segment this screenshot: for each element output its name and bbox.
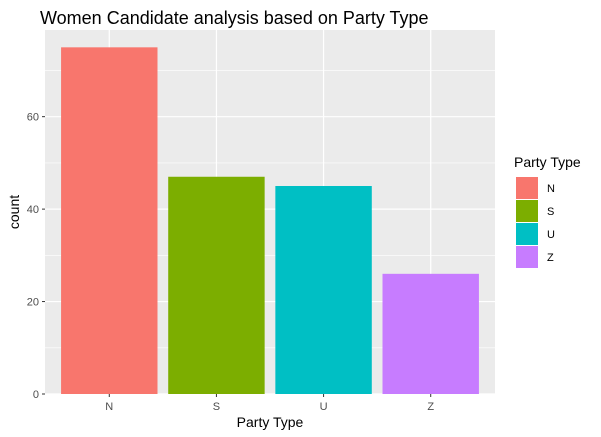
legend-label-Z: Z [547, 252, 554, 264]
legend-label-N: N [547, 183, 555, 195]
y-tick-label: 20 [27, 297, 39, 309]
x-tick-label: S [213, 401, 220, 413]
x-axis-title: Party Type [237, 414, 304, 430]
legend-key-N [516, 177, 538, 199]
bar-U [275, 186, 372, 394]
y-axis-ticks: 0 20 40 60 [27, 112, 45, 401]
y-axis-title: count [6, 195, 22, 229]
y-tick-label: 60 [27, 112, 39, 124]
bars [61, 47, 479, 394]
x-tick-label: U [320, 401, 328, 413]
legend-label-U: U [547, 229, 555, 241]
x-tick-label: N [105, 401, 113, 413]
legend-key-U [516, 223, 538, 245]
legend-key-S [516, 200, 538, 222]
bar-N [61, 47, 158, 394]
y-tick-label: 40 [27, 204, 39, 216]
chart-title: Women Candidate analysis based on Party … [40, 8, 429, 28]
bar-Z [382, 273, 479, 394]
bar-S [168, 176, 265, 394]
legend-key-Z [516, 246, 538, 268]
legend-title: Party Type [514, 154, 581, 170]
y-tick-label: 0 [33, 389, 39, 401]
legend-label-S: S [547, 206, 554, 218]
x-tick-label: Z [427, 401, 434, 413]
